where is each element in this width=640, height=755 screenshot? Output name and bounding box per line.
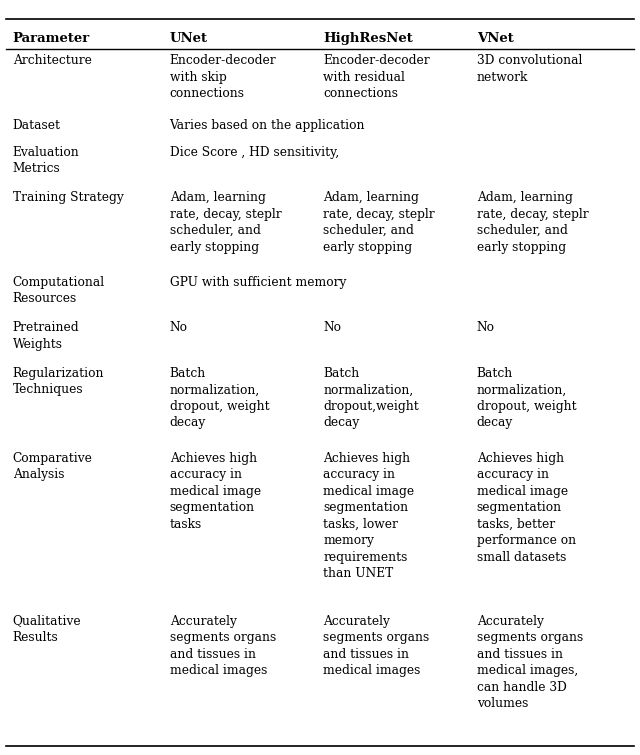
Text: Accurately
segments organs
and tissues in
medical images: Accurately segments organs and tissues i… xyxy=(170,615,276,677)
Text: Accurately
segments organs
and tissues in
medical images,
can handle 3D
volumes: Accurately segments organs and tissues i… xyxy=(477,615,583,710)
Text: Achieves high
accuracy in
medical image
segmentation
tasks, better
performance o: Achieves high accuracy in medical image … xyxy=(477,451,576,564)
Text: Adam, learning
rate, decay, steplr
scheduler, and
early stopping: Adam, learning rate, decay, steplr sched… xyxy=(323,191,435,254)
Text: Computational
Resources: Computational Resources xyxy=(13,276,105,305)
Text: Training Strategy: Training Strategy xyxy=(13,191,124,204)
Text: Batch
normalization,
dropout, weight
decay: Batch normalization, dropout, weight dec… xyxy=(477,367,577,430)
Text: Adam, learning
rate, decay, steplr
scheduler, and
early stopping: Adam, learning rate, decay, steplr sched… xyxy=(477,191,588,254)
Text: Evaluation
Metrics: Evaluation Metrics xyxy=(13,146,79,175)
Text: Adam, learning
rate, decay, steplr
scheduler, and
early stopping: Adam, learning rate, decay, steplr sched… xyxy=(170,191,281,254)
Text: Qualitative
Results: Qualitative Results xyxy=(13,615,81,644)
Text: VNet: VNet xyxy=(477,32,513,45)
Text: Varies based on the application: Varies based on the application xyxy=(170,119,365,132)
Text: Batch
normalization,
dropout,weight
decay: Batch normalization, dropout,weight deca… xyxy=(323,367,419,430)
Text: No: No xyxy=(477,322,495,334)
Text: Regularization
Techniques: Regularization Techniques xyxy=(13,367,104,396)
Text: Dice Score , HD sensitivity,: Dice Score , HD sensitivity, xyxy=(170,146,339,159)
Text: Achieves high
accuracy in
medical image
segmentation
tasks, lower
memory
require: Achieves high accuracy in medical image … xyxy=(323,451,414,580)
Text: Architecture: Architecture xyxy=(13,54,92,67)
Text: Comparative
Analysis: Comparative Analysis xyxy=(13,451,93,481)
Text: Parameter: Parameter xyxy=(13,32,90,45)
Text: Dataset: Dataset xyxy=(13,119,61,132)
Text: GPU with sufficient memory: GPU with sufficient memory xyxy=(170,276,346,289)
Text: Encoder-decoder
with residual
connections: Encoder-decoder with residual connection… xyxy=(323,54,430,100)
Text: 3D convolutional
network: 3D convolutional network xyxy=(477,54,582,84)
Text: HighResNet: HighResNet xyxy=(323,32,413,45)
Text: Accurately
segments organs
and tissues in
medical images: Accurately segments organs and tissues i… xyxy=(323,615,429,677)
Text: Pretrained
Weights: Pretrained Weights xyxy=(13,322,79,351)
Text: Achieves high
accuracy in
medical image
segmentation
tasks: Achieves high accuracy in medical image … xyxy=(170,451,260,531)
Text: Batch
normalization,
dropout, weight
decay: Batch normalization, dropout, weight dec… xyxy=(170,367,269,430)
Text: UNet: UNet xyxy=(170,32,207,45)
Text: No: No xyxy=(170,322,188,334)
Text: Encoder-decoder
with skip
connections: Encoder-decoder with skip connections xyxy=(170,54,276,100)
Text: No: No xyxy=(323,322,341,334)
